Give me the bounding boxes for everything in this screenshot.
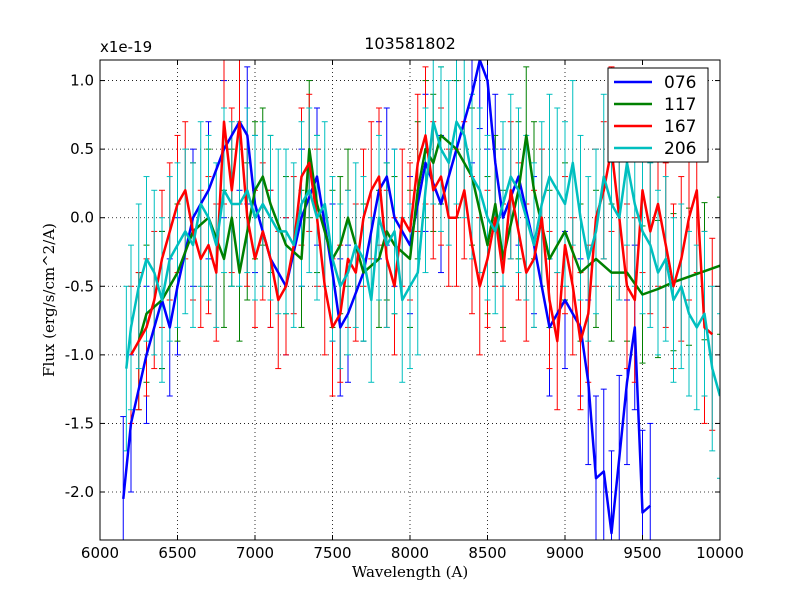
x-tick-label: 9500: [623, 544, 661, 562]
x-tick-label: 10000: [696, 544, 744, 562]
x-tick-label: 6000: [81, 544, 119, 562]
x-tick-label: 7500: [313, 544, 351, 562]
legend-box: [607, 67, 709, 163]
x-tick-label: 6500: [158, 544, 196, 562]
legend-label: 167: [664, 117, 696, 137]
legend-label: 076: [664, 73, 696, 93]
y-tick-label: -0.5: [65, 277, 94, 295]
series-line-117: [137, 134, 720, 342]
legend-label: 117: [664, 95, 696, 115]
y-tick-label: 1.0: [70, 72, 94, 90]
x-tick-label: 8000: [391, 544, 429, 562]
legend-label: 206: [664, 139, 696, 159]
y-axis-label: Flux (erg/s/cm^2/A): [40, 223, 58, 377]
y-offset-text: x1e-19: [100, 38, 152, 56]
y-tick-label: 0.5: [70, 140, 94, 158]
x-tick-label: 7000: [236, 544, 274, 562]
series-line-167: [129, 120, 714, 356]
y-tick-label: -2.0: [65, 483, 94, 501]
data-layer: [120, 60, 720, 540]
x-tick-label: 8500: [468, 544, 506, 562]
x-axis-label: Wavelength (A): [352, 563, 468, 581]
series-line-076: [122, 60, 652, 535]
y-tick-label: -1.0: [65, 346, 94, 364]
series-line-206: [125, 120, 720, 397]
x-tick-label: 9000: [546, 544, 584, 562]
chart-title: 103581802: [364, 34, 456, 53]
y-tick-label: -1.5: [65, 414, 94, 432]
y-tick-label: 0.0: [70, 209, 94, 227]
axis-ticks: 6000 6500 7000 7500 8000 8500 9000 9500 10000 1.0…: [65, 60, 744, 562]
